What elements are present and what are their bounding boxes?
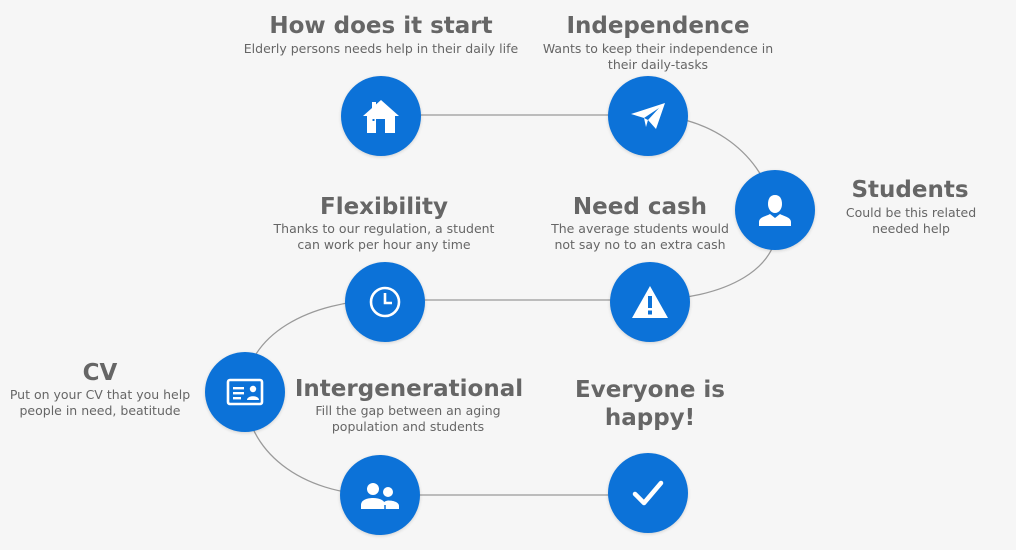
step-title-start: How does it start <box>269 13 493 39</box>
step-node-happy <box>608 453 688 533</box>
step-desc-cv: Put on your CV that you help people in n… <box>9 387 191 418</box>
step-desc-students: Could be this related needed help <box>845 205 977 236</box>
step-node-independence <box>608 76 688 156</box>
step-title-flexibility: Flexibility <box>319 194 449 220</box>
step-desc-independence: Wants to keep their independence in thei… <box>542 41 774 72</box>
warning-icon <box>632 286 668 318</box>
step-title-cash: Need cash <box>572 194 708 220</box>
step-desc-start: Elderly persons needs help in their dail… <box>243 41 519 56</box>
step-node-start <box>341 76 421 156</box>
id-card-icon <box>226 378 264 406</box>
step-title-students: Students <box>851 177 969 203</box>
step-title-intergenerational: Intergenerational <box>294 376 524 402</box>
home-icon <box>363 100 399 133</box>
step-title-happy: Everyone is happy! <box>575 377 725 431</box>
step-node-intergenerational <box>340 455 420 535</box>
checkmark-icon <box>632 480 664 506</box>
step-title-independence: Independence <box>566 13 750 39</box>
clock-icon <box>369 286 401 318</box>
step-node-students <box>735 170 815 250</box>
step-node-cv <box>205 352 285 432</box>
step-node-flexibility <box>345 262 425 342</box>
step-desc-cash: The average students would not say no to… <box>551 221 729 252</box>
step-title-cv: CV <box>82 360 118 386</box>
step-desc-flexibility: Thanks to our regulation, a student can … <box>273 221 495 252</box>
step-desc-intergenerational: Fill the gap between an aging population… <box>315 403 501 434</box>
user-icon <box>759 195 791 226</box>
group-icon <box>361 483 399 509</box>
paper-plane-icon <box>631 103 665 129</box>
step-node-cash <box>610 262 690 342</box>
